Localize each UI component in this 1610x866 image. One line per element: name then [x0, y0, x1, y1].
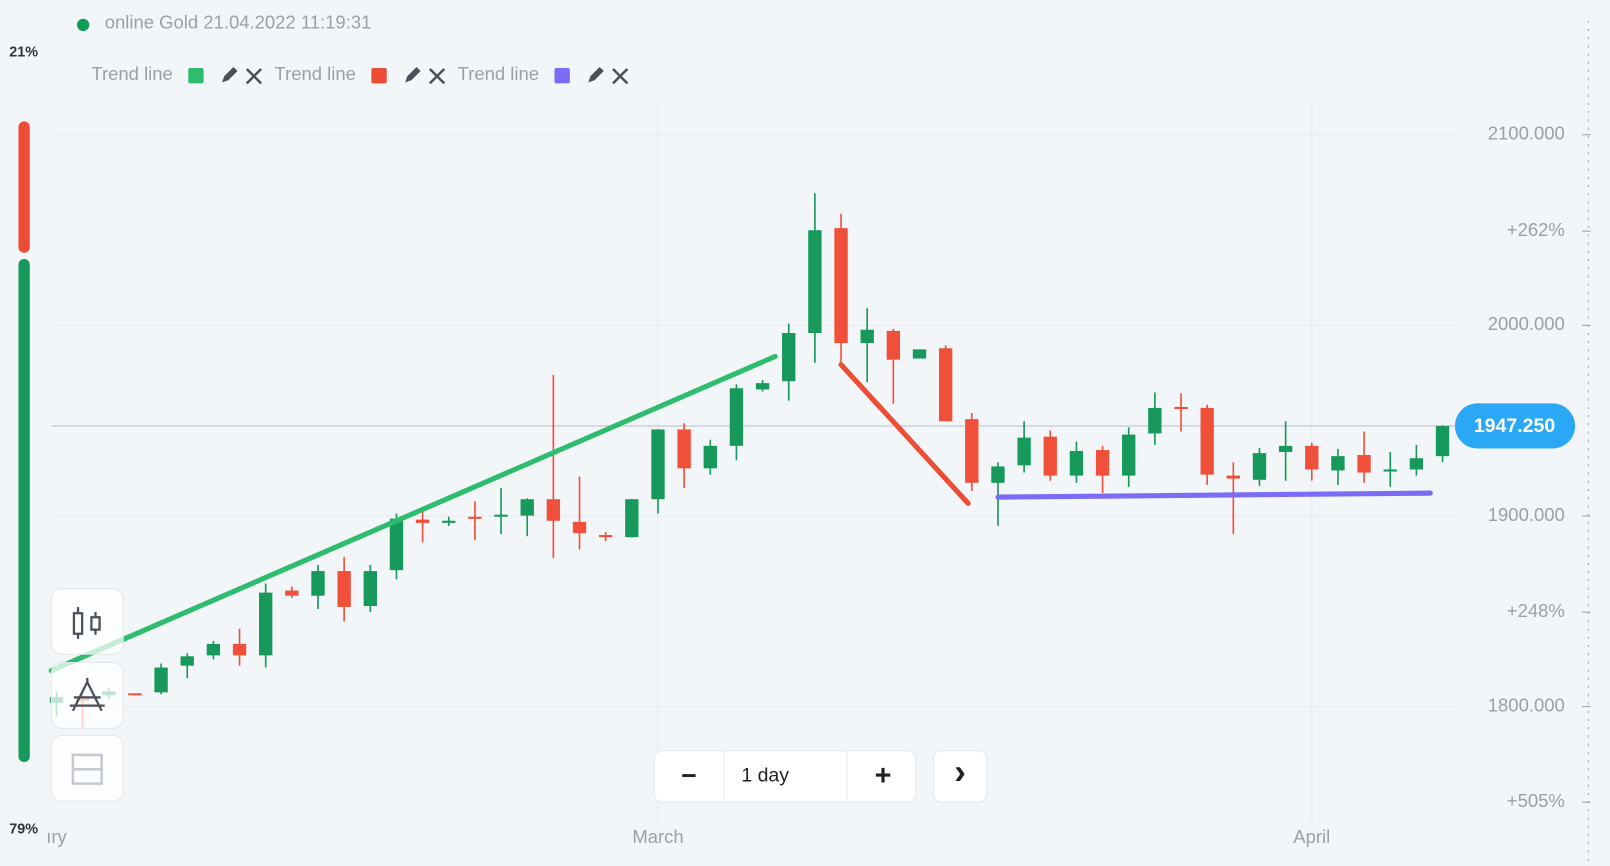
- online-dot: [77, 18, 90, 32]
- candle-body: [1148, 407, 1162, 434]
- sentiment-segment: [18, 121, 30, 253]
- candle-body: [1043, 436, 1057, 476]
- y-tick-label: 1900.000: [1488, 504, 1565, 525]
- zoom-out-button[interactable]: −: [681, 761, 697, 791]
- candle-body: [1409, 458, 1424, 470]
- candle-body: [154, 667, 168, 693]
- x-tick-label: March: [632, 826, 683, 847]
- edit-icon[interactable]: [222, 66, 238, 83]
- candle-body: [834, 228, 848, 344]
- candle-body: [938, 348, 953, 422]
- y-tick-label: 2100.000: [1488, 123, 1565, 144]
- legend-swatch: [371, 67, 387, 84]
- candle-body: [1252, 453, 1267, 480]
- legend-swatch: [554, 67, 570, 84]
- candle-body: [1200, 407, 1214, 475]
- sentiment-label: 79%: [9, 822, 38, 838]
- candle-body: [389, 518, 404, 571]
- candle-body: [651, 429, 665, 500]
- candle-body: [1226, 475, 1240, 479]
- candle-body: [598, 535, 613, 538]
- legend-label: Trend line: [91, 63, 172, 84]
- candle-body: [625, 499, 639, 538]
- candle-body: [546, 499, 561, 521]
- price-badge-label: 1947.250: [1474, 415, 1555, 437]
- candle-body: [991, 466, 1005, 483]
- candle-body: [729, 388, 744, 446]
- edit-icon[interactable]: [588, 66, 604, 83]
- candle-body: [1017, 437, 1031, 466]
- y-tick-label: +248%: [1507, 600, 1565, 621]
- candle-body: [259, 592, 273, 656]
- delete-icon[interactable]: [428, 68, 446, 85]
- trend-line: [838, 362, 971, 506]
- candle-body: [1435, 425, 1450, 457]
- candle-body: [1305, 445, 1319, 470]
- candle-body: [1069, 450, 1084, 476]
- candle-body: [782, 332, 796, 382]
- candle-body: [494, 514, 508, 517]
- candle-body: [912, 349, 927, 359]
- candle-body: [180, 656, 194, 666]
- draw-icon: [69, 677, 105, 712]
- candle-body: [755, 383, 770, 390]
- sentiment-segment: [18, 259, 30, 763]
- candle-body: [1095, 450, 1110, 476]
- y-tick-label: 2000.000: [1488, 313, 1565, 334]
- candle-body: [1331, 456, 1345, 471]
- layout-icon: [71, 753, 103, 785]
- candle-body: [1174, 406, 1188, 410]
- candle-body: [232, 643, 247, 656]
- candle-body: [1357, 454, 1371, 473]
- edit-icon[interactable]: [405, 66, 421, 83]
- next-control: [932, 750, 988, 803]
- candle-body: [285, 590, 299, 596]
- candle-body: [206, 643, 221, 656]
- candle-body: [311, 571, 325, 596]
- period-control: [653, 750, 917, 803]
- candle-body: [128, 693, 142, 696]
- candle-body: [415, 519, 430, 523]
- candle-body: [363, 571, 377, 606]
- legend-label: Trend line: [458, 63, 539, 84]
- candle-body: [442, 520, 456, 523]
- x-tick-label: ıry: [46, 826, 67, 847]
- trend-line: [48, 353, 778, 674]
- y-tick-label: 1800.000: [1488, 695, 1565, 716]
- candle-body: [468, 516, 482, 519]
- sentiment-label: 21%: [9, 44, 38, 60]
- tool-button[interactable]: [50, 661, 124, 729]
- candle-body: [808, 230, 822, 333]
- candle-body: [1278, 445, 1293, 452]
- candle-body: [703, 445, 717, 469]
- y-tick-label: +505%: [1507, 790, 1565, 811]
- next-button[interactable]: ›: [954, 753, 966, 792]
- candle-body: [1383, 469, 1397, 472]
- candle-body: [520, 499, 534, 516]
- zoom-in-button[interactable]: +: [875, 760, 892, 792]
- candle-body: [677, 429, 691, 469]
- candles-icon: [72, 607, 101, 639]
- x-tick-label: April: [1293, 826, 1330, 847]
- period-label[interactable]: 1 day: [741, 765, 789, 787]
- legend-label: Trend line: [274, 63, 355, 84]
- candle-body: [337, 571, 351, 607]
- delete-icon[interactable]: [245, 68, 263, 85]
- trend-line: [995, 490, 1433, 500]
- delete-icon[interactable]: [612, 68, 629, 85]
- candle-body: [572, 521, 587, 534]
- candle-body: [1122, 434, 1136, 476]
- candle-body: [860, 329, 874, 344]
- y-tick-label: +262%: [1507, 219, 1565, 240]
- candle-body: [965, 419, 979, 483]
- tool-button[interactable]: [50, 588, 124, 655]
- candle-body: [886, 330, 901, 360]
- header-title: online Gold 21.04.2022 11:19:31: [105, 12, 372, 33]
- legend-swatch: [188, 67, 204, 84]
- price-badge: [1454, 403, 1576, 449]
